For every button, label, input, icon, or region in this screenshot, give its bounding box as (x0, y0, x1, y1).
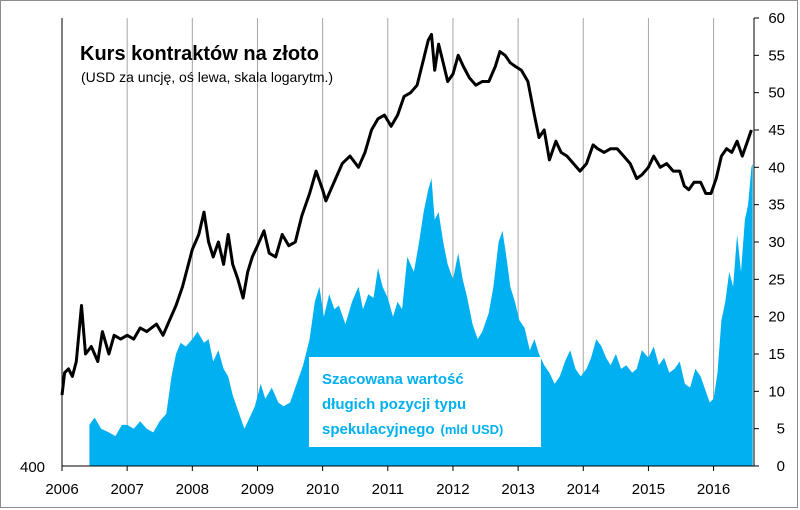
chart-subtitle: (USD za uncję, oś lewa, skala logarytm.) (81, 69, 333, 85)
y-axis-right-ticks: 0 5 10 15 20 25 30 35 40 45 50 55 60 (754, 10, 785, 475)
y-tick-label-10: 10 (768, 383, 785, 400)
annotation-line-2: długich pozycji typu (322, 396, 466, 413)
line-series (60, 32, 753, 396)
area-series (89, 163, 753, 466)
y-tick-label-45: 45 (768, 122, 785, 139)
y-tick-label-20: 20 (768, 309, 785, 326)
y-tick-label-35: 35 (768, 197, 785, 214)
annotation-background (309, 357, 541, 447)
x-tick-label-2008: 2008 (176, 481, 209, 498)
x-tick-label-2006: 2006 (45, 481, 78, 498)
x-tick-label-2013: 2013 (501, 481, 534, 498)
x-tick-label-2010: 2010 (306, 481, 339, 498)
y-tick-label-30: 30 (768, 234, 785, 251)
y-tick-label-25: 25 (768, 271, 785, 288)
annotation-line-3: spekulacyjnego (mld USD) (322, 421, 503, 438)
y-tick-label-0: 0 (777, 458, 785, 475)
chart-title: Kurs kontraktów na złoto (80, 43, 319, 65)
annotation-line-1: Szacowana wartość (322, 371, 464, 388)
y-tick-label-5: 5 (777, 421, 785, 438)
y-tick-label-40: 40 (768, 159, 785, 176)
y-tick-label-15: 15 (768, 346, 785, 363)
x-tick-label-2016: 2016 (697, 481, 730, 498)
y-tick-label-60: 60 (768, 10, 785, 27)
x-tick-label-2014: 2014 (567, 481, 600, 498)
x-tick-label-2007: 2007 (110, 481, 143, 498)
x-tick-label-2012: 2012 (436, 481, 469, 498)
y-axis-left-tick: 400 (20, 459, 45, 476)
annotation-unit: (mld USD) (441, 422, 504, 437)
y-tick-label-50: 50 (768, 85, 785, 102)
x-tick-label-2009: 2009 (241, 481, 274, 498)
speculative-positions-area (89, 163, 753, 466)
annotation-line-3-text: spekulacyjnego (322, 421, 435, 438)
x-tick-label-2011: 2011 (372, 481, 404, 498)
gold-price-line (60, 32, 753, 396)
x-axis-ticks: 2006 2007 2008 2009 2010 2011 2012 2013 2014 2015… (45, 466, 730, 498)
annotation-box: Szacowana wartość długich pozycji typu s… (309, 357, 541, 447)
x-tick-label-2015: 2015 (632, 481, 665, 498)
y-tick-label-55: 55 (768, 47, 785, 64)
